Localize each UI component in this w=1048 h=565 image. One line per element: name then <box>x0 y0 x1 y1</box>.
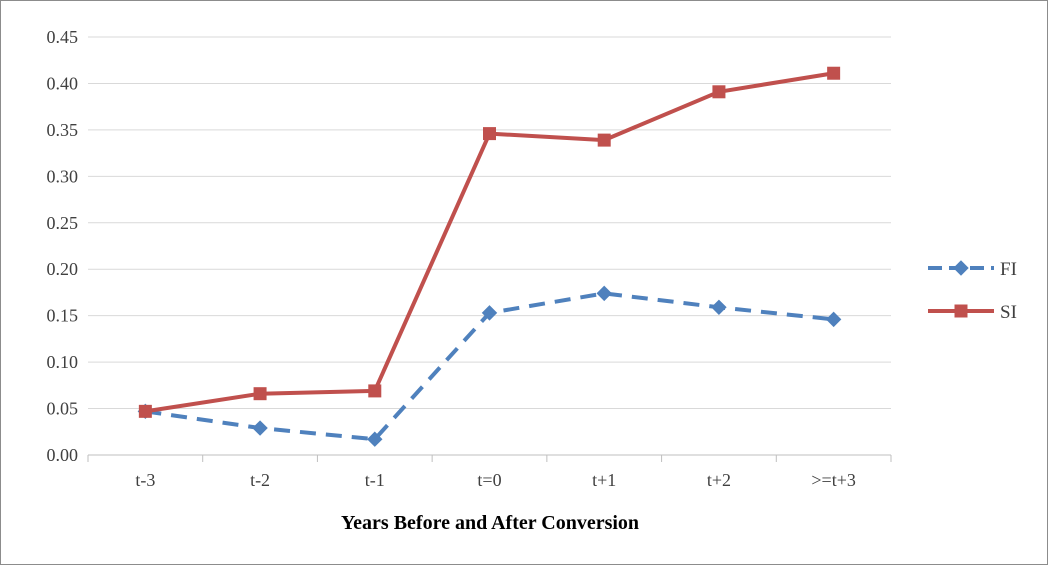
y-tick-label: 0.10 <box>47 352 79 372</box>
data-point-si <box>483 127 496 141</box>
y-tick-label: 0.20 <box>47 259 79 279</box>
x-tick-label: >=t+3 <box>811 470 855 490</box>
legend-marker-fi <box>953 260 969 276</box>
data-point-si <box>368 384 382 398</box>
x-tick-label: t=0 <box>477 470 501 490</box>
legend-label-si: SI <box>1000 302 1017 323</box>
series <box>137 66 842 447</box>
data-point-fi <box>825 311 842 328</box>
y-tick-label: 0.00 <box>47 445 79 465</box>
data-point-fi <box>367 431 383 447</box>
data-point-si <box>597 133 611 147</box>
y-tick-label: 0.25 <box>47 213 79 233</box>
series-line-si <box>145 71 834 414</box>
x-tick-label: t-1 <box>365 470 385 490</box>
data-point-fi <box>252 420 268 436</box>
data-point-fi <box>596 285 612 302</box>
y-tick-label: 0.35 <box>47 120 79 140</box>
data-point-si <box>253 387 267 401</box>
data-point-si <box>712 85 726 99</box>
axes: 0.00 0.05 0.10 0.15 0.20 0.25 0.30 0.35 0.40 0.45… <box>47 27 892 490</box>
gridlines <box>88 36 891 410</box>
data-point-fi <box>481 305 498 321</box>
x-tick-label: t-2 <box>250 470 270 490</box>
y-tick-label: 0.15 <box>47 306 79 326</box>
data-point-si <box>138 404 152 418</box>
x-tick-label: t+1 <box>592 470 616 490</box>
x-tick-label: t-3 <box>135 470 155 490</box>
x-axis-title: Years Before and After Conversion <box>341 512 639 534</box>
legend-marker-si <box>954 304 968 318</box>
legend: FI SI <box>928 259 1017 323</box>
y-tick-label: 0.45 <box>47 27 79 47</box>
data-point-fi <box>711 299 727 316</box>
y-tick-label: 0.30 <box>47 166 79 186</box>
y-tick-label: 0.40 <box>47 73 79 93</box>
x-tick-label: t+2 <box>707 470 731 490</box>
data-point-si <box>827 66 841 80</box>
y-tick-label: 0.05 <box>47 399 79 419</box>
legend-label-fi: FI <box>1000 259 1017 280</box>
